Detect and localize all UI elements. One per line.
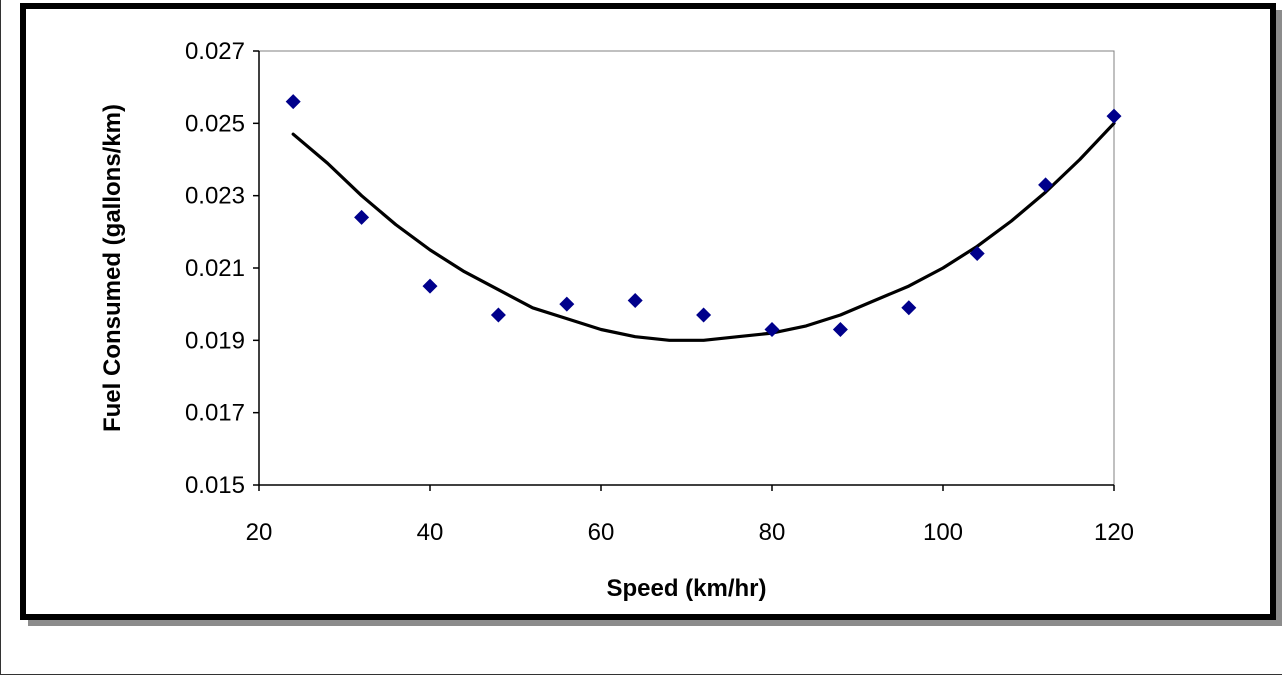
y-axis-title: Fuel Consumed (gallons/km) [99,104,126,432]
chart-frame [20,3,1276,620]
data-point [627,293,643,309]
data-point [1106,108,1122,124]
data-point [490,307,506,323]
data-point [764,321,780,337]
x-tick-label: 80 [759,519,786,546]
data-point [422,278,438,294]
points-layer [285,94,1122,337]
data-point [969,246,985,262]
y-tick-label: 0.019 [185,327,245,354]
y-tick-label: 0.027 [185,38,245,65]
y-tick-label: 0.017 [185,400,245,427]
x-tick-label: 100 [923,519,963,546]
data-point [901,300,917,316]
y-tick-label: 0.021 [185,255,245,282]
data-point [354,209,370,225]
x-tick-label: 120 [1094,519,1134,546]
plot-area [258,50,1115,486]
plot-box [258,50,1115,486]
data-point [832,321,848,337]
axes: 0.015 0.017 0.019 0.021 0.023 0.025 0.027 20 40 6… [185,38,1134,546]
y-tick-label: 0.015 [185,472,245,499]
data-point [559,296,575,312]
x-axis-title: Speed (km/hr) [606,575,766,602]
data-point [285,94,301,110]
y-tick-label: 0.025 [185,110,245,137]
y-tick-label: 0.023 [185,183,245,210]
x-tick-label: 20 [246,519,273,546]
data-point [696,307,712,323]
x-tick-label: 40 [417,519,444,546]
x-tick-label: 60 [588,519,615,546]
data-point [1038,177,1054,193]
